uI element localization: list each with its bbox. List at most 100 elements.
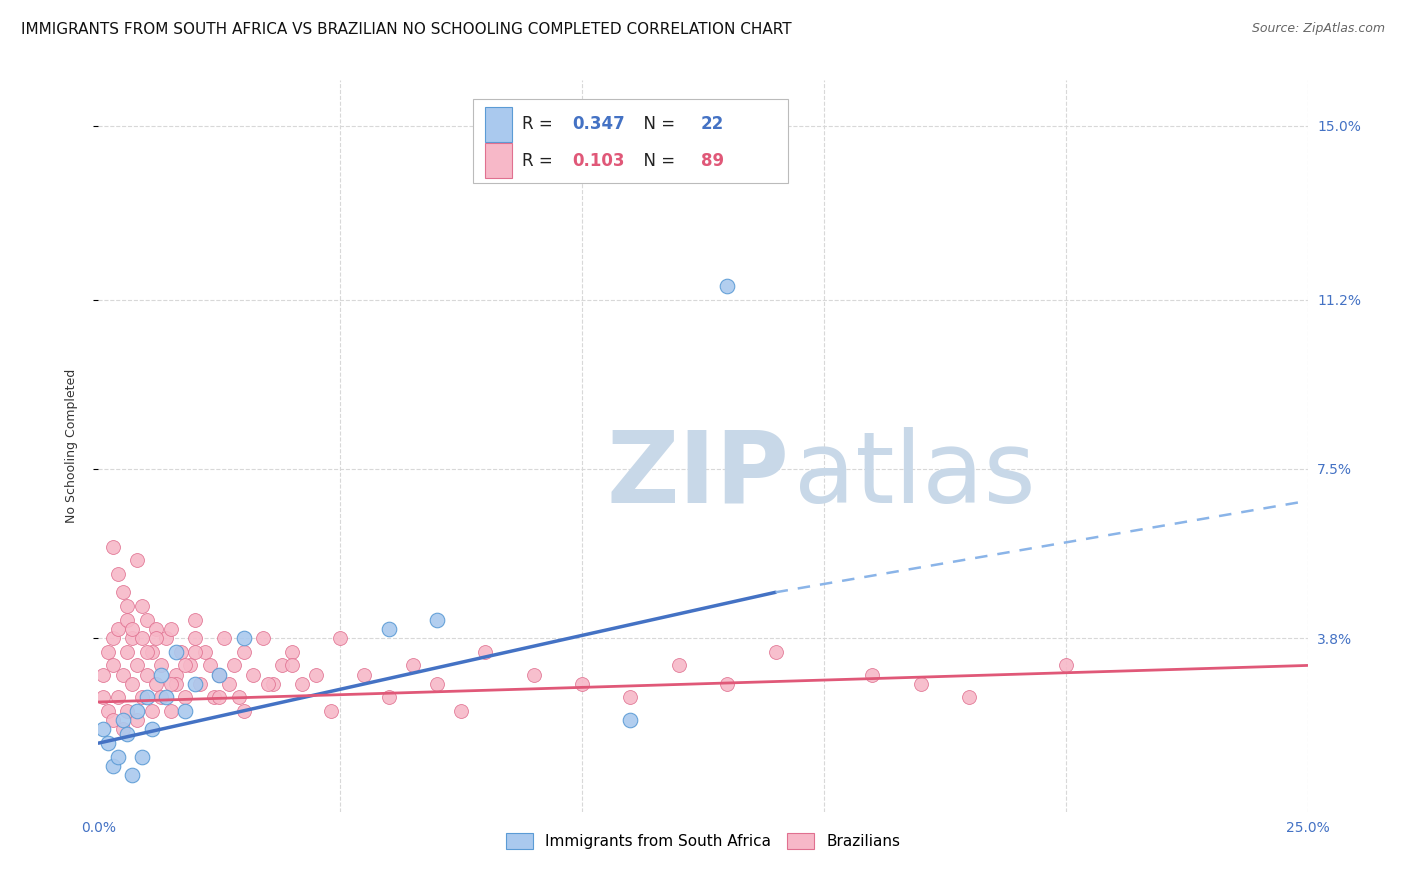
Point <box>160 622 183 636</box>
Point <box>160 676 183 690</box>
Point <box>165 645 187 659</box>
Point <box>184 631 207 645</box>
Point <box>957 690 980 705</box>
Point <box>117 645 139 659</box>
Point <box>145 622 167 636</box>
Point <box>131 749 153 764</box>
Point <box>91 667 114 681</box>
Point <box>141 704 163 718</box>
Point <box>131 599 153 613</box>
Point <box>111 714 134 728</box>
Point <box>319 704 342 718</box>
Point <box>155 631 177 645</box>
Point <box>232 645 254 659</box>
Point <box>523 667 546 681</box>
Point <box>131 690 153 705</box>
Point <box>135 645 157 659</box>
Point <box>232 704 254 718</box>
Point <box>169 645 191 659</box>
Text: R =: R = <box>522 115 558 133</box>
Point <box>135 613 157 627</box>
Point <box>160 704 183 718</box>
Bar <box>485 144 512 178</box>
Point <box>165 676 187 690</box>
Point <box>619 690 641 705</box>
Point <box>450 704 472 718</box>
Point <box>107 749 129 764</box>
Point <box>716 676 738 690</box>
Point <box>208 690 231 705</box>
Point <box>228 690 250 705</box>
Point <box>101 631 124 645</box>
Point <box>107 622 129 636</box>
Point <box>107 567 129 582</box>
Point <box>117 727 139 741</box>
Text: IMMIGRANTS FROM SOUTH AFRICA VS BRAZILIAN NO SCHOOLING COMPLETED CORRELATION CHA: IMMIGRANTS FROM SOUTH AFRICA VS BRAZILIA… <box>21 22 792 37</box>
Point <box>281 658 304 673</box>
Point <box>716 279 738 293</box>
Point <box>184 645 207 659</box>
Point <box>97 736 120 750</box>
Text: N =: N = <box>633 152 681 169</box>
Text: 22: 22 <box>700 115 724 133</box>
Point <box>474 645 496 659</box>
Point <box>97 704 120 718</box>
Point <box>121 676 143 690</box>
Point <box>127 553 149 567</box>
Point <box>165 667 187 681</box>
Point <box>155 690 177 705</box>
Point <box>262 676 284 690</box>
Point <box>765 645 787 659</box>
Point <box>305 667 328 681</box>
Point <box>208 667 231 681</box>
Point <box>127 658 149 673</box>
Point <box>145 676 167 690</box>
Text: ZIP: ZIP <box>606 426 789 524</box>
Point <box>1054 658 1077 673</box>
Point <box>91 690 114 705</box>
Text: 0.347: 0.347 <box>572 115 626 133</box>
Point <box>141 723 163 737</box>
Text: 0.103: 0.103 <box>572 152 624 169</box>
Point <box>668 658 690 673</box>
Point <box>150 690 173 705</box>
Point <box>377 690 399 705</box>
Point <box>135 667 157 681</box>
Point <box>256 676 278 690</box>
Point <box>91 723 114 737</box>
Bar <box>485 107 512 142</box>
Point <box>329 631 352 645</box>
Point <box>402 658 425 673</box>
Point <box>271 658 294 673</box>
Point <box>242 667 264 681</box>
Point <box>117 704 139 718</box>
Point <box>290 676 312 690</box>
Point <box>212 631 235 645</box>
Point <box>101 759 124 773</box>
Point <box>127 714 149 728</box>
Point <box>426 676 449 690</box>
Point <box>111 585 134 599</box>
Point <box>222 658 245 673</box>
Point <box>101 658 124 673</box>
Point <box>150 658 173 673</box>
Point <box>174 690 197 705</box>
Point <box>860 667 883 681</box>
Point <box>198 658 221 673</box>
Text: 89: 89 <box>700 152 724 169</box>
Point <box>101 540 124 554</box>
Point <box>117 613 139 627</box>
Text: Source: ZipAtlas.com: Source: ZipAtlas.com <box>1251 22 1385 36</box>
Point <box>111 723 134 737</box>
Point <box>97 645 120 659</box>
Point <box>121 631 143 645</box>
Point <box>281 645 304 659</box>
Point <box>204 690 226 705</box>
Point <box>141 645 163 659</box>
Point <box>252 631 274 645</box>
Legend: Immigrants from South Africa, Brazilians: Immigrants from South Africa, Brazilians <box>499 827 907 855</box>
Point <box>127 704 149 718</box>
FancyBboxPatch shape <box>474 99 787 183</box>
Text: atlas: atlas <box>793 426 1035 524</box>
Point <box>619 714 641 728</box>
